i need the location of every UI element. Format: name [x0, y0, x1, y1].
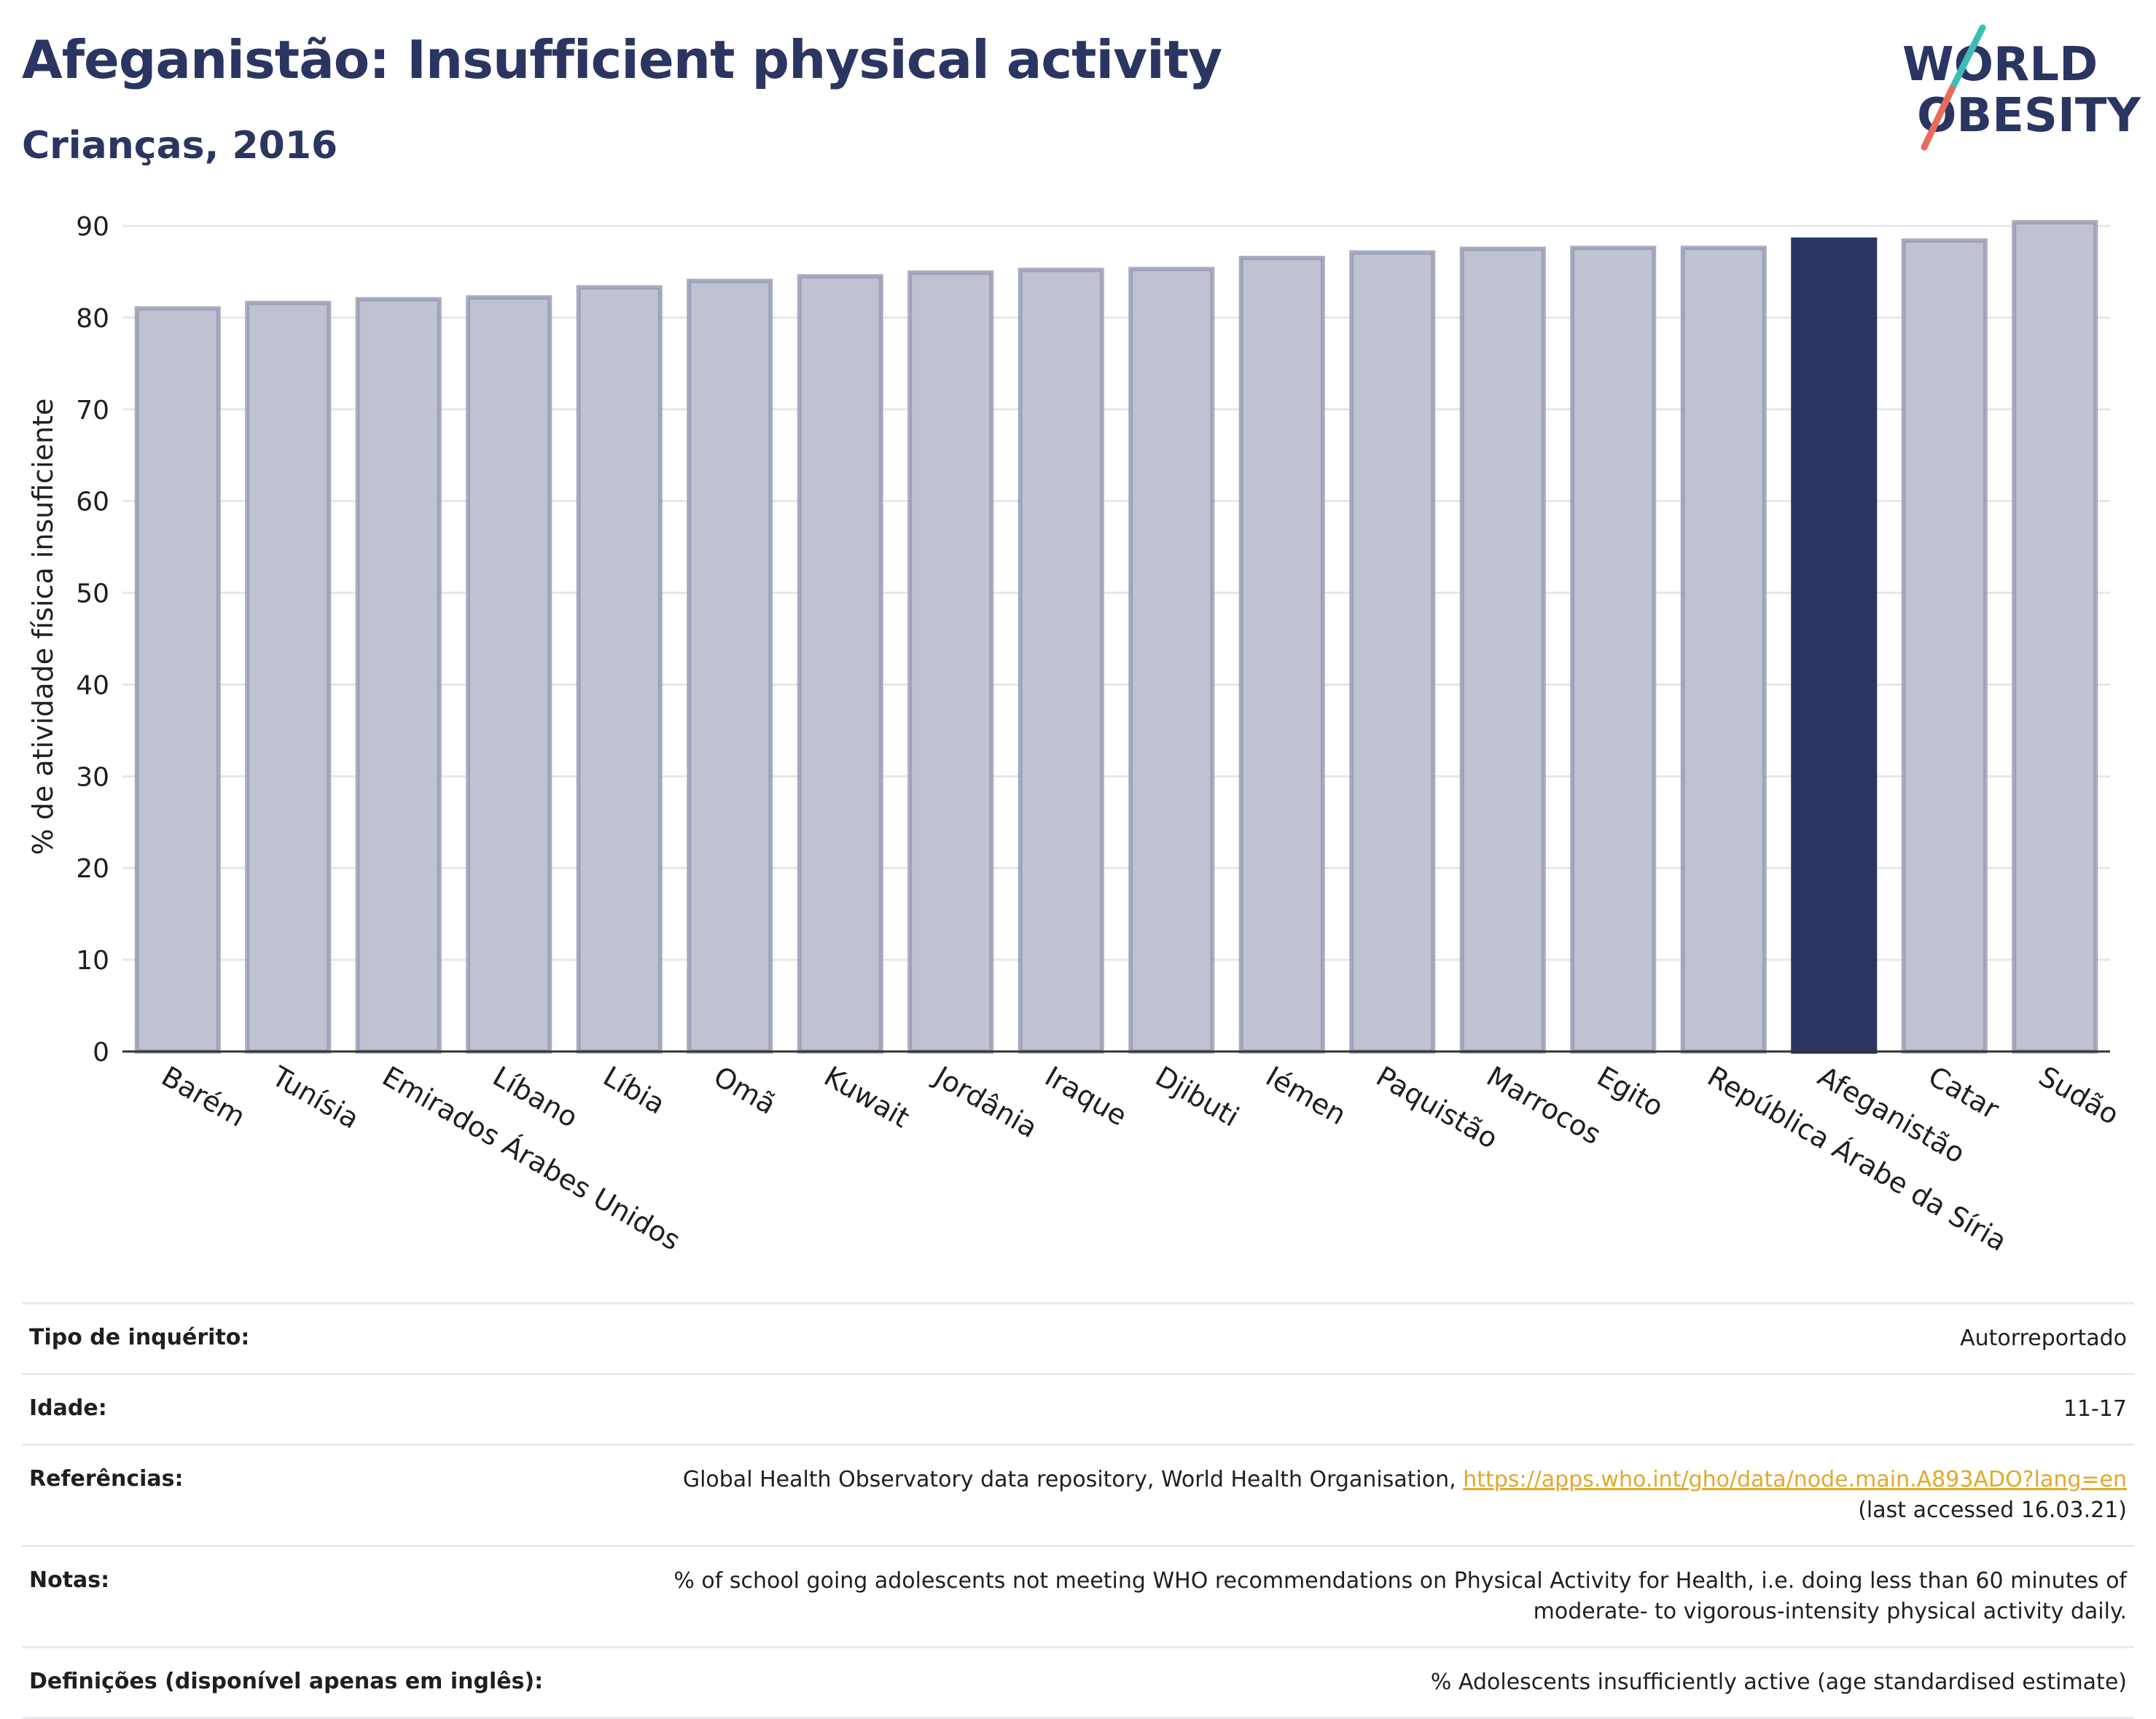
y-tick-label: 40	[76, 670, 109, 700]
metadata-row: Notas: % of school going adolescents not …	[22, 1545, 2134, 1646]
y-axis-label: % de atividade física insuficiente	[27, 399, 59, 855]
y-tick-label: 20	[76, 854, 109, 884]
metadata-label: Idade:	[29, 1395, 107, 1421]
x-tick-label: Tunísia	[266, 1060, 364, 1135]
x-tick-label: Djibuti	[1150, 1060, 1244, 1133]
metadata-value: % of school going adolescents not meetin…	[673, 1568, 2127, 1624]
bar	[1680, 246, 1767, 1054]
metadata-value: Global Health Observatory data repositor…	[682, 1467, 2127, 1523]
metadata-value: % Adolescents insufficiently active (age…	[1430, 1669, 2127, 1695]
world-obesity-logo: WORLD OBESITY	[1902, 24, 2141, 151]
y-tick-label: 10	[76, 946, 109, 976]
x-tick-label: Marrocos	[1481, 1060, 1606, 1151]
logo-coral-slash	[1921, 85, 1956, 151]
y-tick-label: 50	[76, 579, 109, 609]
bar	[1018, 267, 1104, 1054]
bar	[687, 278, 773, 1054]
logo-line-1: WORLD	[1902, 38, 2098, 92]
x-tick-label: Iraque	[1039, 1060, 1132, 1132]
metadata-row: Idade: 11-17	[22, 1373, 2134, 1444]
y-tick-label: 80	[76, 304, 109, 334]
bar	[797, 274, 883, 1054]
y-tick-label: 60	[76, 487, 109, 517]
bar	[576, 285, 663, 1054]
bar	[355, 297, 442, 1054]
x-tick-label: Kuwait	[819, 1060, 915, 1135]
metadata-label: Referências:	[29, 1466, 184, 1492]
reference-link[interactable]: https://apps.who.int/gho/data/node.main.…	[1463, 1467, 2127, 1492]
x-tick-label: Líbia	[598, 1060, 671, 1121]
bar	[907, 270, 994, 1054]
metadata-value: Autorreportado	[1960, 1326, 2127, 1351]
page-title: Afeganistão: Insufficient physical activ…	[22, 29, 1222, 90]
bar	[1901, 238, 1988, 1054]
bar	[1570, 246, 1657, 1054]
metadata-row: Tipo de inquérito: Autorreportado	[22, 1302, 2134, 1373]
bar	[1459, 246, 1546, 1054]
logo-line-2: OBESITY	[1917, 89, 2141, 143]
bar	[245, 300, 332, 1054]
x-tick-label: Sudão	[2034, 1060, 2125, 1132]
bar	[466, 295, 552, 1054]
bar	[134, 306, 221, 1054]
metadata-row: Referências: Global Health Observatory da…	[22, 1444, 2134, 1545]
x-tick-label: Omã	[708, 1060, 781, 1121]
y-tick-label: 30	[76, 762, 109, 792]
x-tick-label: Paquistão	[1371, 1060, 1504, 1155]
metadata-row: Definições (disponível apenas em inglês)…	[22, 1646, 2134, 1719]
logo-teal-slash	[1948, 24, 1986, 93]
metadata-label: Definições (disponível apenas em inglês)…	[29, 1669, 544, 1694]
x-tick-label: Barém	[156, 1060, 251, 1133]
bar	[1238, 256, 1325, 1054]
bar	[1128, 267, 1215, 1054]
x-tick-label: Catar	[1923, 1060, 2004, 1126]
x-tick-labels: Barém Tunísia Emirados Árabes UnidosLíbano…	[156, 1060, 2124, 1258]
y-tick-label: 70	[76, 396, 109, 426]
x-tick-label: Iémen	[1260, 1060, 1351, 1132]
bar-chart: 0 10 20 30 40 50 60 70 80 90 Barém Tunísia Emirados…	[27, 212, 2125, 1258]
metadata-value: 11-17	[2063, 1396, 2127, 1422]
bar	[1349, 250, 1436, 1054]
metadata-label: Tipo de inquérito:	[29, 1325, 250, 1350]
y-tick-label: 90	[76, 212, 109, 242]
bar	[2012, 219, 2098, 1054]
bars	[134, 219, 2098, 1054]
metadata-table: Tipo de inquérito: Autorreportado Idade: 11…	[22, 1302, 2134, 1719]
x-tick-label: Jordânia	[928, 1060, 1043, 1144]
y-tick-label: 0	[93, 1038, 109, 1068]
y-tick-labels: 0 10 20 30 40 50 60 70 80 90	[76, 212, 109, 1068]
page-subtitle: Crianças, 2016	[22, 124, 338, 168]
bar	[1791, 237, 1878, 1054]
metadata-label: Notas:	[29, 1567, 110, 1593]
x-tick-label: Egito	[1592, 1060, 1669, 1124]
